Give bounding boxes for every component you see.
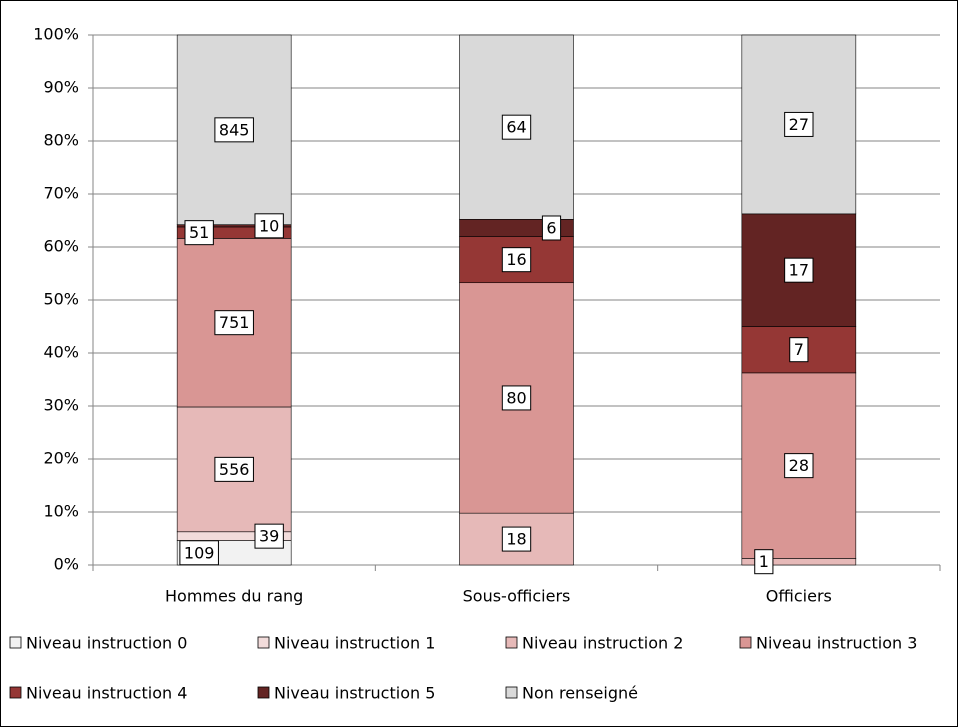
data-label: 80 bbox=[506, 388, 526, 407]
legend-swatch bbox=[257, 636, 270, 649]
legend-swatch bbox=[505, 636, 518, 649]
data-label-box bbox=[784, 453, 814, 479]
y-tick-label: 60% bbox=[43, 237, 79, 256]
data-label-box bbox=[784, 111, 814, 137]
data-label: 17 bbox=[789, 261, 809, 280]
y-tick-label: 40% bbox=[43, 343, 79, 362]
legend-label: Niveau instruction 0 bbox=[26, 634, 187, 653]
data-label-box bbox=[254, 213, 284, 239]
x-tick-label: Sous-officiers bbox=[463, 587, 571, 606]
data-label: 16 bbox=[506, 250, 526, 269]
y-tick-label: 50% bbox=[43, 290, 79, 309]
data-label-box bbox=[214, 456, 254, 482]
data-label: 7 bbox=[794, 340, 804, 359]
legend-label: Niveau instruction 2 bbox=[522, 634, 683, 653]
data-label: 751 bbox=[219, 313, 250, 332]
data-label-box bbox=[254, 523, 284, 549]
legend-label: Niveau instruction 1 bbox=[274, 634, 435, 653]
data-label: 1 bbox=[759, 552, 769, 571]
y-tick-label: 20% bbox=[43, 449, 79, 468]
y-tick-label: 30% bbox=[43, 396, 79, 415]
y-tick-label: 100% bbox=[33, 25, 79, 44]
y-tick-label: 0% bbox=[54, 555, 79, 574]
data-label: 10 bbox=[259, 216, 279, 235]
data-label-box bbox=[541, 215, 562, 241]
data-label: 39 bbox=[259, 527, 279, 546]
data-label: 18 bbox=[506, 530, 526, 549]
y-tick-label: 70% bbox=[43, 184, 79, 203]
data-label-box bbox=[184, 220, 214, 246]
data-label-box bbox=[789, 337, 809, 363]
data-label-box bbox=[179, 540, 219, 566]
data-label: 27 bbox=[789, 115, 809, 134]
legend-label: Non renseigné bbox=[522, 684, 638, 703]
legend-swatch bbox=[9, 636, 22, 649]
y-tick-label: 90% bbox=[43, 78, 79, 97]
data-label-box bbox=[501, 114, 532, 140]
legend-label: Niveau instruction 5 bbox=[274, 684, 435, 703]
data-label-box bbox=[214, 117, 254, 143]
legend-swatch bbox=[9, 686, 22, 699]
data-label: 64 bbox=[506, 118, 526, 137]
x-tick-label: Officiers bbox=[766, 587, 832, 606]
y-tick-label: 80% bbox=[43, 131, 79, 150]
data-label-box bbox=[754, 549, 774, 575]
data-label-box bbox=[214, 310, 254, 336]
data-label: 109 bbox=[184, 543, 215, 562]
data-label: 845 bbox=[219, 120, 250, 139]
data-label-box bbox=[501, 247, 532, 273]
data-label-box bbox=[501, 385, 532, 411]
legend-label: Niveau instruction 4 bbox=[26, 684, 187, 703]
x-tick-label: Hommes du rang bbox=[165, 587, 303, 606]
data-label: 28 bbox=[789, 456, 809, 475]
legend-label: Niveau instruction 3 bbox=[756, 634, 917, 653]
legend-swatch bbox=[257, 686, 270, 699]
y-tick-label: 10% bbox=[43, 502, 79, 521]
legend-swatch bbox=[739, 636, 752, 649]
data-label: 556 bbox=[219, 460, 250, 479]
data-label: 6 bbox=[546, 218, 556, 237]
data-label: 51 bbox=[189, 223, 209, 242]
data-label-box bbox=[784, 257, 814, 283]
legend-swatch bbox=[505, 686, 518, 699]
data-label-box bbox=[501, 526, 532, 552]
